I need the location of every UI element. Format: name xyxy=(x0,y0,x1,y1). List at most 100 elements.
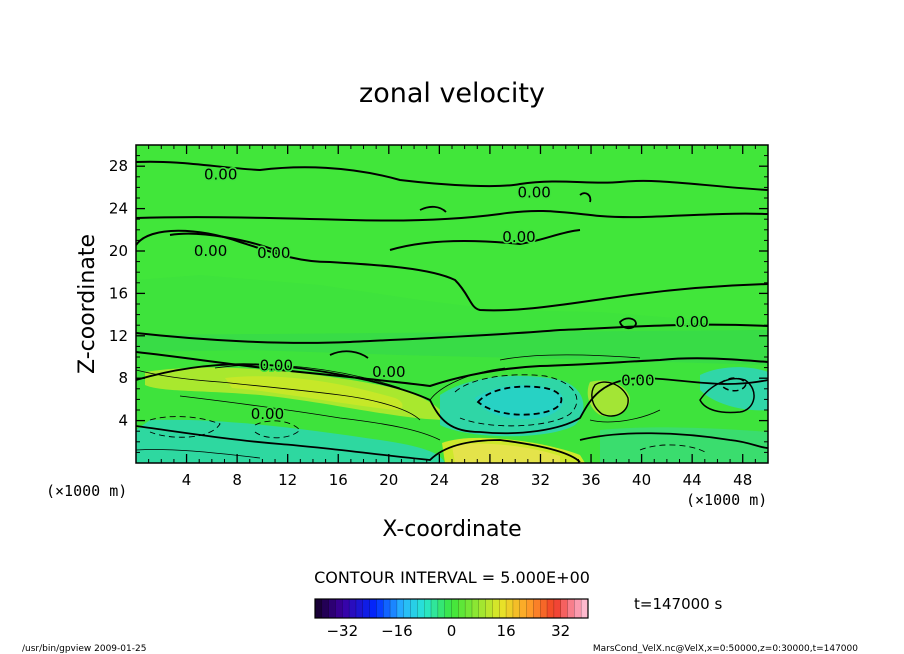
contour-line xyxy=(136,229,768,312)
field-patch-warm-core xyxy=(225,376,403,410)
colorbar-cell xyxy=(533,599,541,618)
colorbar-cell xyxy=(437,599,446,618)
contour-line xyxy=(136,323,768,344)
field-patch-upper xyxy=(136,145,768,330)
y-tick-label: 20 xyxy=(109,242,128,260)
y-tick-label: 24 xyxy=(109,200,128,218)
contour-line xyxy=(179,395,441,441)
colorbar-cell xyxy=(328,599,336,618)
contour-line xyxy=(136,209,768,222)
colorbar-cell xyxy=(506,599,514,618)
colorbar-ticks: −32 −16 0 16 32 xyxy=(326,622,570,640)
colorbar-cell xyxy=(417,599,425,618)
dashed-contour xyxy=(454,374,578,427)
y-tick-label: 4 xyxy=(118,412,128,430)
dashed-contour xyxy=(476,385,563,416)
colorbar-cell xyxy=(355,599,364,618)
colorbar-cell xyxy=(581,599,589,618)
x-tick-label: 48 xyxy=(733,471,752,489)
x-unit-left: (×1000 m) xyxy=(46,482,127,500)
field-patch-warm-small xyxy=(587,380,630,417)
contour-label: 0.00 xyxy=(251,405,284,423)
colorbar-cell xyxy=(478,599,487,618)
y-tick-label: 12 xyxy=(109,327,128,345)
colorbar-cell xyxy=(574,599,582,618)
colorbar-cell xyxy=(465,599,473,618)
y-axis: 4 8 12 16 20 24 28 xyxy=(109,155,768,453)
colorbar-tick-label: −32 xyxy=(326,622,358,640)
x-tick-label: 8 xyxy=(232,471,242,489)
contour-line xyxy=(429,367,506,401)
contour-label: 0.00 xyxy=(502,228,535,246)
contour-line xyxy=(579,432,768,449)
dashed-contour xyxy=(254,420,301,439)
dashed-contour xyxy=(149,416,221,438)
colorbar-cell xyxy=(403,599,411,618)
dashed-contour xyxy=(639,444,706,453)
colorbar-cell xyxy=(553,599,562,618)
contour-label: 0.00 xyxy=(194,242,227,260)
contour-label: 0.00 xyxy=(517,184,550,202)
colorbar-cell xyxy=(342,599,350,618)
contour-line xyxy=(591,381,629,417)
colorbar-cell xyxy=(560,599,568,618)
colorbar-cell xyxy=(396,599,405,618)
time-label: t=147000 s xyxy=(634,595,722,613)
contour-line xyxy=(136,160,768,191)
colorbar-cell xyxy=(390,599,398,618)
colorbar-cell xyxy=(321,599,330,618)
contour-line xyxy=(136,449,261,459)
contour-line xyxy=(389,229,581,251)
contour-line xyxy=(169,232,281,253)
footer-left: /usr/bin/gpview 2009-01-25 xyxy=(22,644,146,654)
y-tick-label: 16 xyxy=(109,284,128,302)
colorbar-cell xyxy=(335,599,343,618)
colorbar-cell xyxy=(519,599,527,618)
colorbar-cell xyxy=(547,599,555,618)
contour-line xyxy=(619,317,637,330)
contour-label: 0.00 xyxy=(257,244,290,262)
contour-line xyxy=(214,364,401,389)
x-tick-label: 32 xyxy=(531,471,550,489)
y-tick-label: 8 xyxy=(118,369,128,387)
colorbar-tick-label: 0 xyxy=(447,622,457,640)
contour-lines xyxy=(136,160,768,463)
colorbar-cell xyxy=(349,599,357,618)
y-tick-label: 28 xyxy=(109,157,128,175)
colorbar-cell xyxy=(369,599,377,618)
colorbar-cell xyxy=(315,599,323,618)
colorbar-cell xyxy=(485,599,493,618)
colorbar-cell xyxy=(499,599,507,618)
x-unit-right: (×1000 m) xyxy=(686,491,767,509)
x-tick-label: 24 xyxy=(430,471,449,489)
colorbar-cell xyxy=(410,599,418,618)
contour-interval: CONTOUR INTERVAL = 5.000E+00 xyxy=(314,568,590,587)
contour-line xyxy=(136,369,421,421)
contour-line xyxy=(589,409,661,423)
x-tick-label: 36 xyxy=(581,471,600,489)
colorbar-frame xyxy=(314,598,589,619)
colorbar-cell xyxy=(540,599,548,618)
field-patch-cold-right xyxy=(700,367,768,411)
colorbar-cell xyxy=(424,599,432,618)
contour-label: 0.00 xyxy=(372,363,405,381)
x-tick-label: 4 xyxy=(182,471,192,489)
colorbar-tick-label: 32 xyxy=(551,622,570,640)
colorbar-cell xyxy=(451,599,459,618)
x-tick-label: 40 xyxy=(632,471,651,489)
contour-labels: 0.00 0.00 0.00 0.00 0.00 0.00 0.00 0.00 0.00 0.00 xyxy=(192,164,710,425)
y-axis-label: Z-coordinate xyxy=(75,234,100,374)
contour-label: 0.00 xyxy=(260,356,293,374)
contour-label: 0.00 xyxy=(621,371,654,389)
colorbar-cell xyxy=(444,599,452,618)
colorbar-cell xyxy=(431,599,439,618)
colorbar-cell xyxy=(458,599,466,618)
chart-title: zonal velocity xyxy=(359,78,545,109)
x-tick-label: 44 xyxy=(683,471,702,489)
contour-line xyxy=(136,351,768,388)
contour-line xyxy=(136,425,581,463)
colorbar-tick-label: −16 xyxy=(381,622,413,640)
colorbar-cell xyxy=(526,599,534,618)
x-tick-label: 20 xyxy=(379,471,398,489)
